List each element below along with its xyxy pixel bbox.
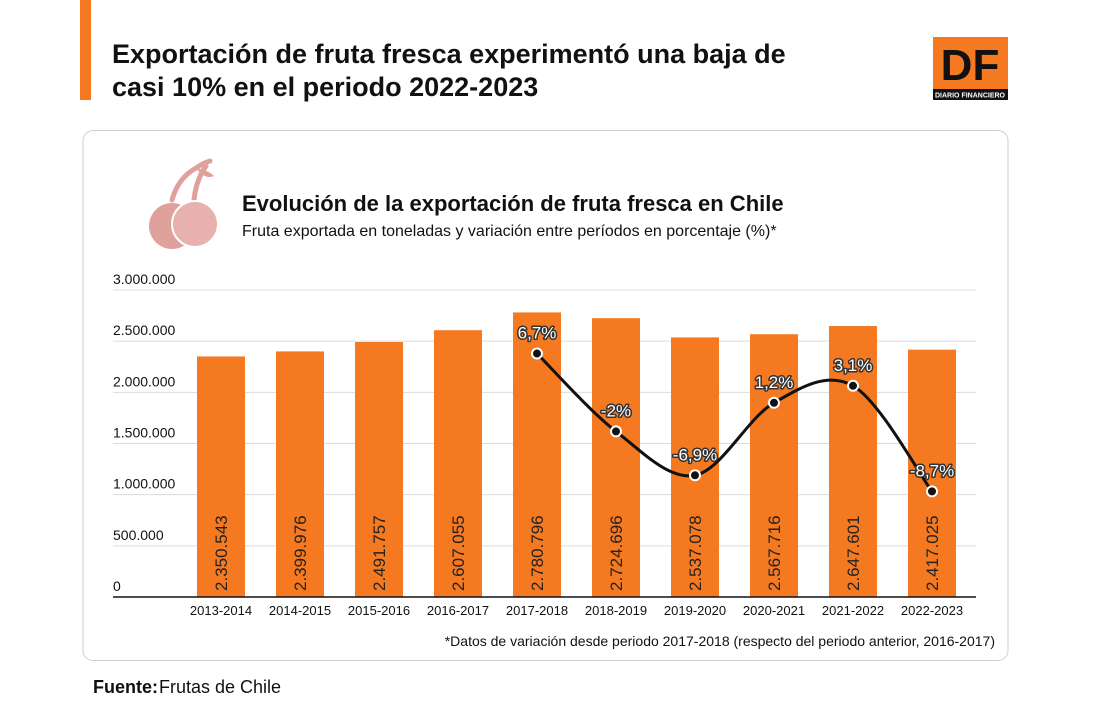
line-point: [768, 396, 780, 409]
bar-value-label: 2.399.976: [291, 515, 310, 591]
y-tick-label: 3.000.000: [113, 271, 175, 287]
y-tick-label: 2.500.000: [113, 322, 175, 338]
x-tick-label: 2014-2015: [269, 603, 331, 618]
accent-bar: [80, 0, 91, 100]
x-tick-label: 2020-2021: [743, 603, 805, 618]
bar: [750, 334, 798, 597]
x-tick-label: 2019-2020: [664, 603, 726, 618]
line-value-label: 1,2%: [755, 373, 794, 392]
logo-box: [933, 37, 1008, 89]
y-tick-label: 1.000.000: [113, 476, 175, 492]
bar: [434, 330, 482, 597]
logo-subtext: DIARIO FINANCIERO: [935, 93, 1006, 100]
line-point: [531, 347, 543, 360]
bar-value-label: 2.724.696: [607, 515, 626, 591]
bar: [829, 326, 877, 597]
y-tick-label: 1.500.000: [113, 425, 175, 441]
source-label: Fuente:: [93, 677, 158, 697]
bar: [513, 312, 561, 597]
x-tick-label: 2017-2018: [506, 603, 568, 618]
bar: [276, 351, 324, 597]
bar: [355, 342, 403, 597]
bar-value-label: 2.647.601: [844, 515, 863, 591]
x-tick-label: 2016-2017: [427, 603, 489, 618]
bar: [908, 349, 956, 597]
chart-subtitle: Fruta exportada en toneladas y variación…: [242, 223, 777, 240]
x-tick-label: 2018-2019: [585, 603, 647, 618]
bar-value-label: 2.417.025: [923, 515, 942, 591]
bar-value-label: 2.780.796: [528, 515, 547, 591]
footnote: *Datos de variación desde periodo 2017-2…: [445, 633, 995, 649]
x-tick-label: 2015-2016: [348, 603, 410, 618]
line-point: [689, 469, 701, 482]
headline: casi 10% en el periodo 2022-2023: [112, 72, 538, 102]
bar-value-label: 2.607.055: [449, 515, 468, 591]
logo: DF DIARIO FINANCIERO: [933, 37, 1008, 100]
line-value-label: 3,1%: [834, 356, 873, 375]
y-tick-label: 500.000: [113, 527, 164, 543]
line: [535, 352, 934, 493]
line-point: [926, 485, 938, 498]
cherry-icon: [149, 158, 219, 249]
bar-value-label: 2.350.543: [212, 515, 231, 591]
bar-value-label: 2.567.716: [765, 515, 784, 591]
y-tick-label: 2.000.000: [113, 373, 175, 389]
line-value-label: -2%: [601, 401, 631, 420]
line-value-label: -8,7%: [910, 461, 954, 480]
x-tick-label: 2013-2014: [190, 603, 252, 618]
bar: [197, 356, 245, 597]
line-value-label: 6,7%: [518, 324, 557, 343]
line-point: [847, 379, 859, 392]
bar: [592, 318, 640, 597]
y-tick-label: 0: [113, 578, 121, 594]
bar-value-label: 2.537.078: [686, 515, 705, 591]
x-tick-label: 2022-2023: [901, 603, 963, 618]
chart-title: Evolución de la exportación de fruta fre…: [242, 191, 784, 216]
x-tick-label: 2021-2022: [822, 603, 884, 618]
line-point: [610, 425, 622, 438]
logo-text: DF: [941, 41, 1000, 90]
headline: Exportación de fruta fresca experimentó …: [112, 39, 786, 69]
line-value-label: -6,9%: [673, 445, 717, 464]
bar-value-label: 2.491.757: [370, 515, 389, 591]
plot: 0 500.000 1.000.000 1.500.000 2.000.000 2.500…: [113, 271, 976, 618]
logo-strip: [933, 89, 1008, 100]
source-text: Frutas de Chile: [159, 677, 281, 697]
